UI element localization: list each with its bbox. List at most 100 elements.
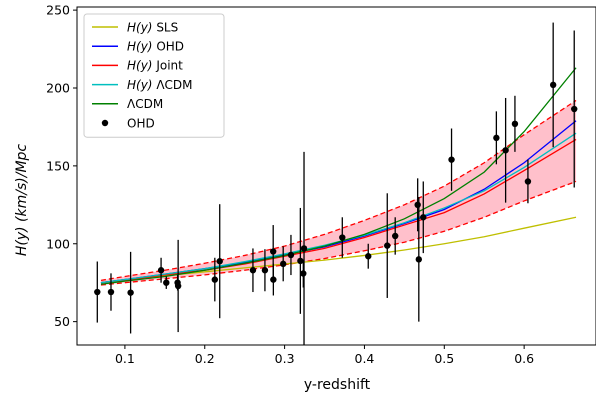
x-tick-label: 0.1 bbox=[115, 351, 135, 366]
y-tick-label: 50 bbox=[54, 314, 70, 329]
x-tick-label: 0.6 bbox=[514, 351, 534, 366]
legend-entry: H(y) OHD bbox=[92, 40, 184, 54]
y-tick-label: 100 bbox=[46, 236, 70, 251]
ohd-point bbox=[493, 111, 500, 165]
ohd-point bbox=[300, 259, 307, 288]
ohd-marker bbox=[448, 156, 455, 163]
legend-entry: H(y) ΛCDM bbox=[92, 78, 193, 92]
ohd-point bbox=[502, 97, 509, 203]
ohd-marker bbox=[339, 234, 346, 241]
series-line-3 bbox=[100, 132, 577, 284]
ohd-marker bbox=[211, 276, 219, 283]
x-tick-label: 0.4 bbox=[355, 351, 375, 366]
ohd-marker bbox=[414, 201, 421, 209]
legend-entry: OHD bbox=[101, 116, 155, 130]
ohd-marker bbox=[269, 248, 277, 255]
x-tick-label: 0.2 bbox=[195, 351, 215, 366]
ohd-marker bbox=[163, 279, 170, 286]
y-axis-label: H(y) (km/s)/Mpc bbox=[14, 144, 30, 257]
ohd-point bbox=[107, 273, 115, 311]
ohd-point bbox=[287, 234, 295, 276]
ohd-marker bbox=[524, 178, 532, 185]
ohd-point bbox=[94, 261, 101, 323]
legend-entry: H(y) SLS bbox=[92, 20, 178, 34]
ohd-point bbox=[163, 276, 170, 289]
ohd-point bbox=[339, 217, 346, 258]
legend: H(y) SLS H(y) OHD H(y) Joint H(y) ΛCDM ΛCDM O… bbox=[83, 13, 225, 138]
ohd-point bbox=[511, 95, 519, 152]
x-axis-label: y-redshift bbox=[304, 377, 371, 393]
ohd-marker bbox=[249, 267, 257, 274]
ohd-point bbox=[279, 246, 287, 282]
ohd-point bbox=[365, 243, 372, 269]
ohd-point bbox=[571, 30, 578, 188]
band-upper-edge bbox=[100, 99, 577, 282]
legend-swatch bbox=[101, 119, 109, 127]
ohd-marker bbox=[493, 134, 500, 142]
band-lower-edge bbox=[100, 180, 577, 286]
ohd-point bbox=[216, 204, 223, 319]
ohd-marker bbox=[297, 257, 304, 265]
legend-label: H(y) OHD bbox=[127, 40, 184, 54]
legend-entry: ΛCDM bbox=[92, 97, 163, 111]
legend-label: H(y) SLS bbox=[127, 20, 178, 34]
plot-frame bbox=[76, 6, 596, 346]
ohd-marker bbox=[94, 288, 101, 296]
y-tick-label: 200 bbox=[46, 80, 70, 95]
ohd-marker bbox=[365, 253, 372, 260]
ohd-marker bbox=[270, 276, 277, 283]
ohd-marker bbox=[502, 147, 509, 154]
legend-box bbox=[83, 13, 225, 138]
y-tick-label: 250 bbox=[46, 3, 70, 18]
ohd-point bbox=[524, 159, 532, 204]
ohd-point bbox=[249, 248, 257, 293]
ohd-point bbox=[261, 249, 269, 292]
ohd-marker bbox=[174, 282, 182, 290]
ohd-point bbox=[392, 217, 399, 255]
ohd-marker bbox=[261, 267, 269, 274]
legend-label: H(y) ΛCDM bbox=[127, 78, 193, 92]
ohd-data-points bbox=[94, 22, 578, 345]
ohd-point bbox=[211, 257, 219, 302]
ohd-point bbox=[448, 128, 455, 191]
ohd-point bbox=[174, 239, 182, 333]
ohd-point bbox=[415, 197, 423, 322]
x-tick-label: 0.5 bbox=[434, 351, 454, 366]
legend-label: OHD bbox=[127, 116, 155, 130]
x-tick-label: 0.3 bbox=[275, 351, 295, 366]
ohd-marker bbox=[300, 270, 307, 277]
legend-label: H(y) Joint bbox=[127, 59, 183, 73]
axis-ticks: 0.1 0.2 0.3 0.4 0.5 0.6 50 100 150 200 250 bbox=[46, 3, 534, 366]
y-tick-label: 150 bbox=[46, 158, 70, 173]
ohd-marker bbox=[571, 105, 578, 113]
ohd-marker bbox=[549, 81, 557, 89]
ohd-marker bbox=[415, 256, 423, 263]
plot-border bbox=[76, 6, 596, 346]
ohd-marker bbox=[287, 251, 295, 259]
legend-label: ΛCDM bbox=[127, 97, 163, 111]
ohd-point bbox=[549, 22, 557, 148]
ohd-marker bbox=[392, 232, 399, 240]
ohd-point bbox=[127, 251, 134, 334]
ohd-marker bbox=[107, 288, 115, 296]
ohd-marker bbox=[127, 289, 134, 296]
ohd-marker bbox=[216, 258, 223, 265]
series-line-4 bbox=[100, 67, 577, 285]
ohd-point bbox=[157, 257, 165, 283]
ohd-point bbox=[300, 151, 308, 345]
ohd-marker bbox=[300, 245, 308, 252]
ohd-point bbox=[384, 193, 391, 298]
ohd-marker bbox=[384, 242, 391, 249]
ohd-point bbox=[270, 263, 277, 296]
ohd-marker bbox=[420, 214, 427, 221]
ohd-point bbox=[420, 181, 427, 254]
ohd-marker bbox=[279, 260, 287, 268]
series-line-2 bbox=[100, 138, 577, 284]
series-line-0 bbox=[100, 216, 577, 284]
ohd-marker bbox=[157, 267, 165, 274]
series-lines bbox=[100, 67, 577, 285]
ohd-marker bbox=[511, 120, 519, 128]
ohd-point bbox=[297, 207, 304, 314]
legend-entry: H(y) Joint bbox=[92, 59, 183, 73]
